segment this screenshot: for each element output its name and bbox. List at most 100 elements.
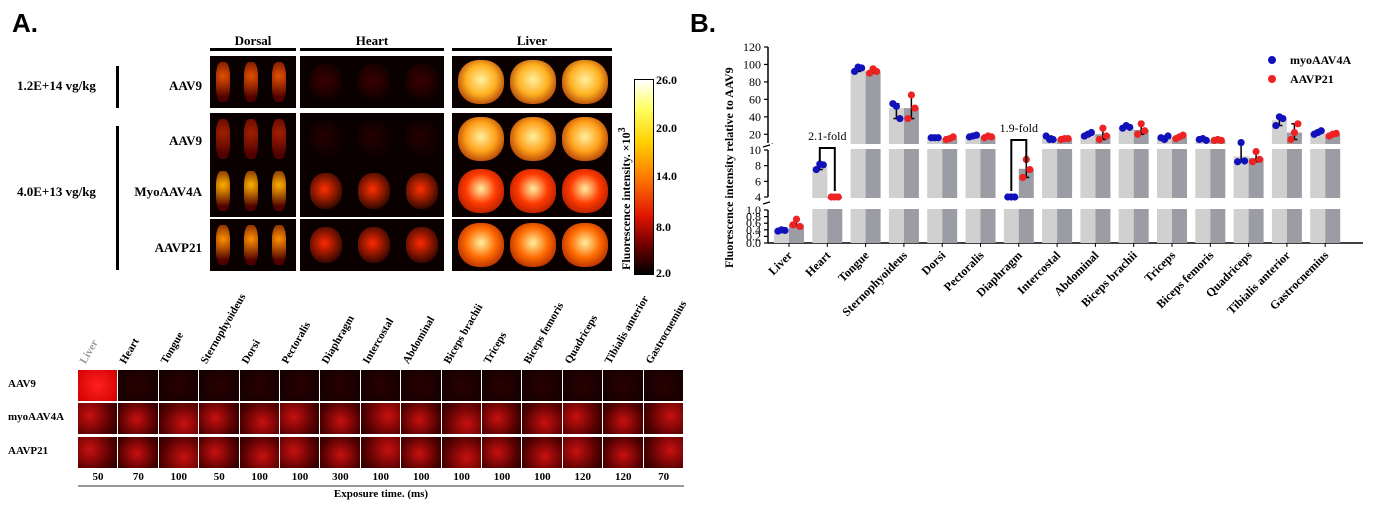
data-point xyxy=(911,104,919,112)
fold-annotation: 2.1-fold xyxy=(808,129,846,143)
strip-cell xyxy=(562,370,603,401)
data-point xyxy=(1294,120,1302,128)
heart-image xyxy=(358,64,390,100)
liver-image xyxy=(510,169,556,213)
data-point xyxy=(892,102,901,110)
bar xyxy=(1042,138,1058,243)
mouse-body xyxy=(216,171,230,211)
data-point xyxy=(907,91,916,99)
liver-tile xyxy=(452,56,612,108)
bar xyxy=(1271,120,1287,243)
heart-tile xyxy=(300,165,444,217)
data-point xyxy=(1126,123,1134,131)
strip-cell xyxy=(199,370,239,401)
strip-cell xyxy=(603,370,643,401)
mouse-body xyxy=(244,171,258,211)
legend-marker xyxy=(1268,75,1276,83)
bar xyxy=(965,136,981,243)
bar xyxy=(865,71,881,243)
colorbar-tick: 20.0 xyxy=(656,121,677,135)
exposure-value: 70 xyxy=(658,471,670,483)
exposure-value: 100 xyxy=(372,471,390,483)
strip-cell xyxy=(158,403,199,434)
data-point xyxy=(819,161,827,169)
data-point xyxy=(904,114,912,123)
header-heart: Heart xyxy=(355,33,389,48)
strip-cell xyxy=(441,403,481,434)
strip-cell xyxy=(360,370,401,401)
bar xyxy=(850,69,866,243)
strip-cell xyxy=(239,370,279,401)
liver-image xyxy=(458,60,504,104)
data-point xyxy=(1026,165,1034,174)
bar xyxy=(980,136,996,243)
y-tick-label: 40 xyxy=(749,110,761,124)
data-point xyxy=(1241,157,1249,165)
data-point xyxy=(1272,121,1280,130)
bar xyxy=(927,137,943,243)
row-label-myoaav4a: MyoAAV4A xyxy=(134,184,202,199)
dorsal-tile xyxy=(210,113,296,165)
exposure-value: 100 xyxy=(493,471,511,483)
liver-image xyxy=(510,223,556,267)
data-point xyxy=(792,215,801,223)
data-point xyxy=(1217,136,1225,144)
heart-image xyxy=(310,227,342,263)
liver-image xyxy=(510,60,556,104)
data-point xyxy=(789,221,797,229)
data-point xyxy=(1202,136,1210,144)
y-tick-label: 0.4 xyxy=(746,223,761,237)
bar xyxy=(1118,127,1134,243)
fold-bracket xyxy=(818,147,836,191)
strip-cell xyxy=(482,437,522,468)
strip-cell xyxy=(78,403,118,434)
data-point xyxy=(858,64,866,72)
strip-cell xyxy=(199,437,239,468)
legend-marker xyxy=(1268,56,1276,64)
data-point xyxy=(1164,132,1172,140)
liver-image xyxy=(562,117,608,161)
strip-cell xyxy=(239,437,279,468)
data-point xyxy=(1256,155,1264,163)
data-point xyxy=(1019,173,1027,182)
strip-cell xyxy=(603,403,643,434)
y-tick-label: 100 xyxy=(743,57,761,71)
mouse-body xyxy=(244,119,258,159)
data-point xyxy=(1237,138,1245,147)
exposure-value: 50 xyxy=(92,471,104,483)
y-tick-label: 0.8 xyxy=(746,210,761,224)
mouse-body xyxy=(244,225,258,265)
y-tick-label: 0.2 xyxy=(746,229,761,243)
strip-cell xyxy=(522,403,562,434)
header-liver-line xyxy=(452,48,612,51)
header-heart-line xyxy=(300,48,444,51)
heart-image xyxy=(406,173,438,209)
header-dorsal-line xyxy=(210,48,296,51)
exposure-axis-label: Exposure time. (ms) xyxy=(333,488,429,500)
data-point xyxy=(1249,158,1257,166)
liver-image xyxy=(562,60,608,104)
legend-label: AAVP21 xyxy=(1290,72,1334,86)
strip-cell xyxy=(401,437,441,468)
data-point xyxy=(1290,128,1298,137)
data-point xyxy=(1137,120,1145,128)
strip-cell xyxy=(482,403,522,434)
dorsal-tile xyxy=(210,56,296,108)
liver-tile xyxy=(452,165,612,217)
liver-image xyxy=(458,223,504,267)
y-tick-label: 0.6 xyxy=(746,216,761,230)
data-point xyxy=(1102,132,1110,140)
strip-cell xyxy=(78,437,118,468)
strip-cell xyxy=(118,437,158,468)
liver-tile xyxy=(452,219,612,271)
colorbar-tick: 14.0 xyxy=(656,169,677,183)
exposure-value: 120 xyxy=(614,471,632,483)
strip-cell xyxy=(239,403,279,434)
exposure-value: 100 xyxy=(291,471,309,483)
data-point xyxy=(781,226,789,235)
bar xyxy=(1080,134,1096,243)
liver-image xyxy=(510,117,556,161)
bar xyxy=(1172,136,1187,243)
x-tick-label: Liver xyxy=(765,248,795,278)
bar xyxy=(1195,139,1211,243)
